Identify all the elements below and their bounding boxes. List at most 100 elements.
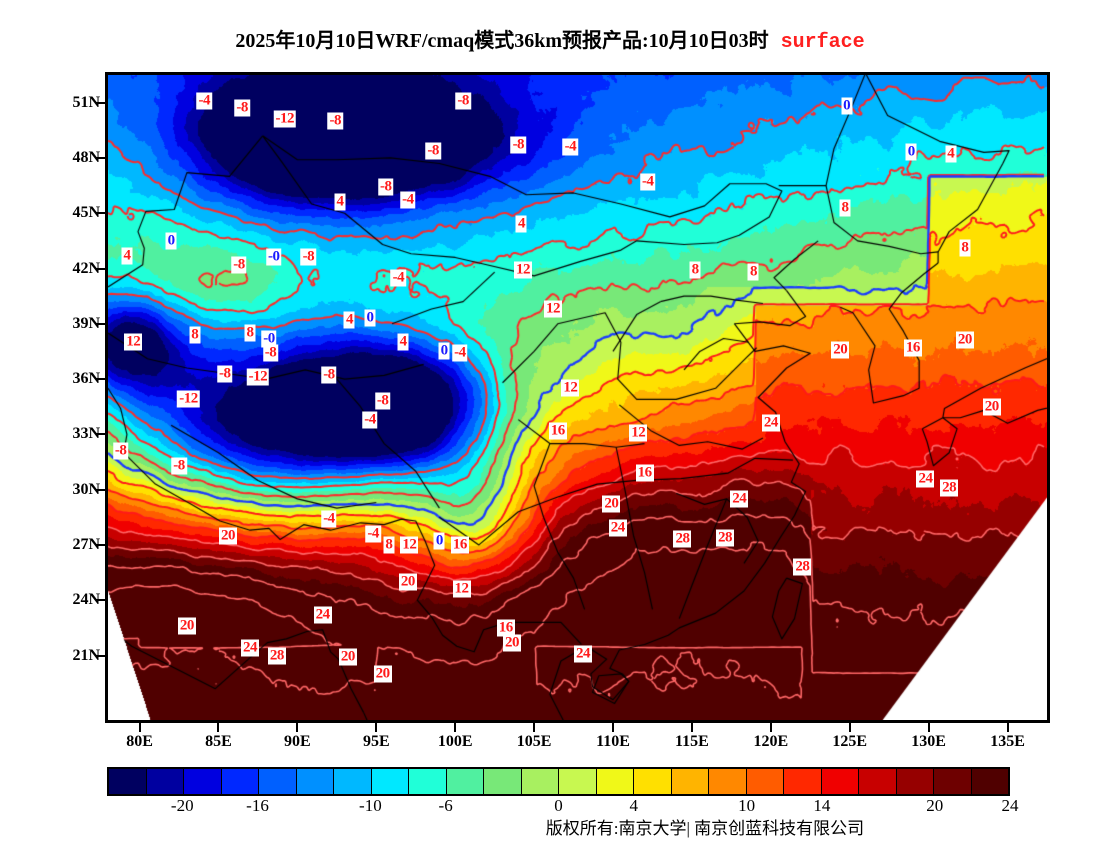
contour-label: 8 xyxy=(747,263,759,281)
colorbar-swatch xyxy=(821,769,859,794)
contour-label: 4 xyxy=(343,311,355,329)
y-axis-tick-mark xyxy=(96,488,105,491)
contour-label: 16 xyxy=(548,422,567,440)
contour-label: 16 xyxy=(635,464,654,482)
colorbar-swatch xyxy=(896,769,934,794)
colorbar-swatch xyxy=(221,769,259,794)
colorbar-swatch xyxy=(559,769,597,794)
contour-label: -8 xyxy=(510,136,527,154)
x-axis-tick-mark xyxy=(769,723,772,732)
contour-label: -8 xyxy=(171,457,187,475)
colorbar-swatch xyxy=(409,769,447,794)
x-axis-tick-label: 125E xyxy=(832,733,868,750)
colorbar-tick-label: -6 xyxy=(438,796,453,815)
contour-label: -4 xyxy=(365,525,381,543)
x-axis-tick-label: 135E xyxy=(990,733,1025,750)
contour-label: 12 xyxy=(544,300,563,318)
contour-label: 8 xyxy=(244,324,256,342)
colorbar-tick-label: 0 xyxy=(554,796,563,815)
contour-label: 16 xyxy=(450,536,469,554)
contour-label: 12 xyxy=(400,536,419,554)
x-axis-tick-label: 120E xyxy=(753,733,789,750)
contour-label: 20 xyxy=(602,495,621,513)
colorbar-tick-label: -16 xyxy=(246,796,269,815)
contour-label: 12 xyxy=(514,261,533,279)
x-axis-tick-mark xyxy=(217,723,220,732)
colorbar-tick-label: -10 xyxy=(359,796,382,815)
contour-label: -4 xyxy=(400,191,416,209)
y-axis-tick-mark xyxy=(96,267,105,270)
chart-title-main: 2025年10月10日WRF/cmaq模式36km预报产品:10月10日03时 xyxy=(235,30,769,52)
temperature-field-canvas xyxy=(108,75,1047,720)
x-axis-tick-label: 110E xyxy=(596,733,630,750)
contour-label: -4 xyxy=(321,510,337,528)
chart-title: 2025年10月10日WRF/cmaq模式36km预报产品:10月10日03时 s… xyxy=(0,24,1100,54)
contour-label: -8 xyxy=(374,392,391,410)
colorbar-tick-label: 4 xyxy=(629,796,639,815)
contour-label: 24 xyxy=(761,414,780,432)
contour-label: 28 xyxy=(940,479,959,497)
contour-label: 24 xyxy=(241,639,260,657)
contour-label: 20 xyxy=(955,331,974,349)
y-axis-tick-label: 48N xyxy=(72,148,100,166)
colorbar-swatch xyxy=(371,769,409,794)
colorbar-swatch xyxy=(296,769,334,794)
contour-label: 24 xyxy=(574,645,593,663)
contour-label: -8 xyxy=(455,92,471,110)
colorbar-swatch xyxy=(109,769,147,794)
colorbar-swatch xyxy=(521,769,559,794)
y-axis-tick-label: 39N xyxy=(72,314,100,332)
contour-label: 0 xyxy=(438,342,450,360)
y-axis-tick-label: 36N xyxy=(72,370,100,388)
y-axis-tick-label: 42N xyxy=(72,259,100,277)
colorbar-swatches xyxy=(107,767,1010,796)
colorbar-swatch xyxy=(484,769,522,794)
colorbar-tick-label: -20 xyxy=(170,796,194,815)
colorbar-swatch xyxy=(746,769,784,794)
contour-label: -8 xyxy=(321,366,337,384)
colorbar-tick-label: 24 xyxy=(1001,796,1019,815)
y-axis-tick-mark xyxy=(96,543,105,546)
contour-label: 0 xyxy=(165,232,177,250)
colorbar-swatch xyxy=(184,769,222,794)
contour-label: 4 xyxy=(515,215,527,233)
contour-label: -8 xyxy=(234,99,250,117)
contour-label: 24 xyxy=(313,606,332,624)
x-axis-tick-mark xyxy=(690,723,693,732)
y-axis-tick-mark xyxy=(96,654,105,657)
contour-label: -0 xyxy=(265,248,282,266)
y-axis-tick-mark xyxy=(96,212,105,215)
colorbar-tick-label: 14 xyxy=(813,796,831,815)
colorbar-swatch xyxy=(709,769,747,794)
chart-title-level: surface xyxy=(780,31,865,54)
colorbar-swatch xyxy=(671,769,709,794)
colorbar-tick-label: 10 xyxy=(738,796,756,815)
contour-label: 28 xyxy=(267,647,286,664)
contour-label: 4 xyxy=(334,193,346,211)
contour-label: 16 xyxy=(903,339,922,357)
contour-label: 20 xyxy=(177,617,196,635)
x-axis-tick-label: 130E xyxy=(911,733,946,750)
contour-label: 24 xyxy=(730,490,749,508)
y-axis-tick-label: 51N xyxy=(72,93,100,111)
map-plot-area: -4 -8 -12 -8 -8 0 -8 -8 -4 -4 -8 -4 0 4 4 4 8 8 4 0 -8 -0 -8 -4… xyxy=(105,72,1050,723)
contour-label: 0 xyxy=(433,532,445,550)
contour-label: 20 xyxy=(503,634,521,652)
colorbar xyxy=(107,767,1010,796)
contour-label: 4 xyxy=(945,145,957,163)
contour-label: 12 xyxy=(629,424,648,441)
x-axis-tick-mark xyxy=(454,723,457,732)
y-axis-tick-mark xyxy=(96,599,105,602)
contour-label: -4 xyxy=(362,411,378,429)
contour-label: -4 xyxy=(390,269,407,287)
contour-label: 4 xyxy=(397,333,409,351)
colorbar-swatch xyxy=(334,769,372,794)
contour-label: -8 xyxy=(327,112,343,130)
x-axis-tick-label: 80E xyxy=(126,733,153,750)
contour-label: 8 xyxy=(689,261,701,279)
contour-label: -8 xyxy=(300,248,317,266)
y-axis-tick-mark xyxy=(96,322,105,325)
x-axis-tick-label: 90E xyxy=(284,733,311,750)
colorbar-swatch xyxy=(784,769,822,794)
y-axis-tick-label: 33N xyxy=(72,425,100,443)
